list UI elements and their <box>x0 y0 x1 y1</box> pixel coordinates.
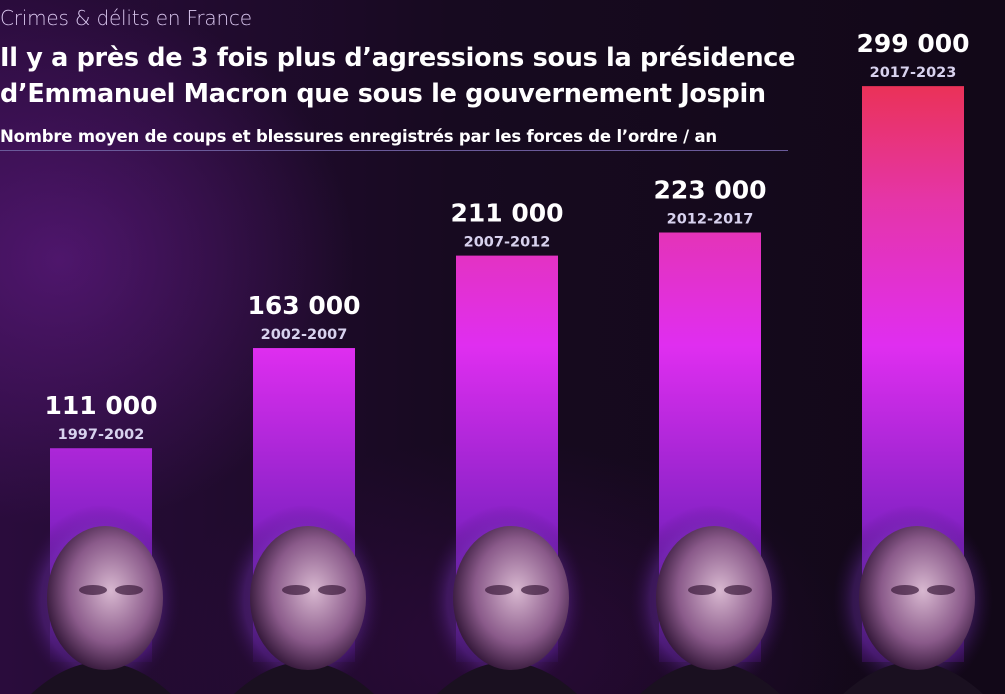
value-label: 211 000 <box>450 199 563 228</box>
value-label: 111 000 <box>44 391 157 420</box>
chart-subtitle: Nombre moyen de coups et blessures enreg… <box>0 127 788 151</box>
period-label: 2002-2007 <box>261 327 348 343</box>
title-line-1: Il y a près de 3 fois plus d’agressions … <box>0 43 796 73</box>
value-label: 163 000 <box>247 291 360 320</box>
title-line-2: d’Emmanuel Macron que sous le gouverneme… <box>0 79 766 109</box>
period-label: 2012-2017 <box>667 212 754 228</box>
period-label: 2007-2012 <box>464 235 551 251</box>
kicker: Crimes & délits en France <box>0 6 252 30</box>
portrait-1997-2002 <box>21 505 181 694</box>
period-label: 2017-2023 <box>870 65 957 81</box>
portrait-2007-2012 <box>427 505 587 694</box>
value-label: 299 000 <box>856 29 969 58</box>
portrait-2017-2023 <box>833 505 993 694</box>
portrait-2012-2017 <box>630 505 790 694</box>
period-label: 1997-2002 <box>58 427 145 443</box>
portrait-2002-2007 <box>224 505 384 694</box>
value-label: 223 000 <box>653 176 766 205</box>
chart-title: Il y a près de 3 fois plus d’agressions … <box>0 40 795 112</box>
